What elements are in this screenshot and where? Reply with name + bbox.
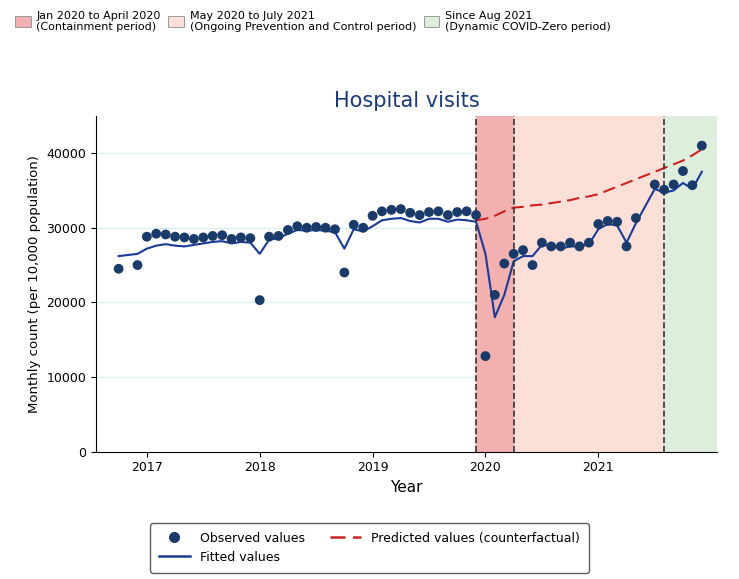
Point <box>621 242 633 251</box>
Point <box>470 210 482 219</box>
Point <box>141 232 153 241</box>
Point <box>517 245 529 255</box>
Point <box>555 242 567 251</box>
Point <box>432 207 444 216</box>
Point <box>282 225 294 234</box>
Point <box>319 223 331 232</box>
Point <box>301 223 313 232</box>
Point <box>245 233 256 243</box>
Point <box>489 290 501 299</box>
Point <box>611 217 623 226</box>
Point <box>132 261 143 270</box>
X-axis label: Year: Year <box>390 480 423 495</box>
Y-axis label: Monthly count (per 10,000 population): Monthly count (per 10,000 population) <box>28 155 41 413</box>
Bar <box>664 116 717 452</box>
Point <box>460 207 472 216</box>
Point <box>452 207 463 217</box>
Point <box>207 232 219 241</box>
Point <box>649 180 661 189</box>
Point <box>498 259 510 268</box>
Point <box>687 181 698 190</box>
Point <box>348 220 360 229</box>
Point <box>197 233 209 242</box>
Point <box>358 223 370 232</box>
Point <box>677 166 689 175</box>
Point <box>668 180 680 189</box>
Point <box>536 238 548 247</box>
Point <box>291 222 303 231</box>
Point <box>404 208 416 218</box>
Point <box>630 214 641 223</box>
Title: Hospital visits: Hospital visits <box>333 91 480 112</box>
Point <box>414 210 426 219</box>
Point <box>658 185 670 195</box>
Point <box>169 232 181 241</box>
Point <box>545 242 557 251</box>
Point <box>395 204 406 214</box>
Point <box>442 210 454 219</box>
Point <box>235 233 247 242</box>
Point <box>367 211 378 221</box>
Point <box>423 207 435 217</box>
Point <box>480 351 491 361</box>
Point <box>113 264 125 273</box>
Bar <box>476 116 514 452</box>
Point <box>150 229 162 239</box>
Point <box>527 261 539 270</box>
Bar <box>514 116 664 452</box>
Point <box>376 207 388 216</box>
Point <box>593 219 605 229</box>
Point <box>160 230 171 239</box>
Point <box>573 242 585 251</box>
Point <box>602 217 613 226</box>
Point <box>273 232 285 241</box>
Point <box>253 295 265 305</box>
Point <box>179 233 191 242</box>
Point <box>329 225 341 234</box>
Point <box>583 238 595 247</box>
Point <box>386 205 398 214</box>
Point <box>188 234 200 244</box>
Legend: Jan 2020 to April 2020
(Containment period), May 2020 to July 2021
(Ongoing Prev: Jan 2020 to April 2020 (Containment peri… <box>13 9 613 35</box>
Point <box>263 232 275 241</box>
Point <box>217 230 228 240</box>
Point <box>508 249 520 258</box>
Point <box>564 238 576 247</box>
Legend: Observed values, Fitted values, Predicted values (counterfactual), : Observed values, Fitted values, Predicte… <box>150 523 589 573</box>
Point <box>696 141 708 151</box>
Point <box>338 268 350 277</box>
Point <box>225 234 237 244</box>
Point <box>310 222 322 232</box>
